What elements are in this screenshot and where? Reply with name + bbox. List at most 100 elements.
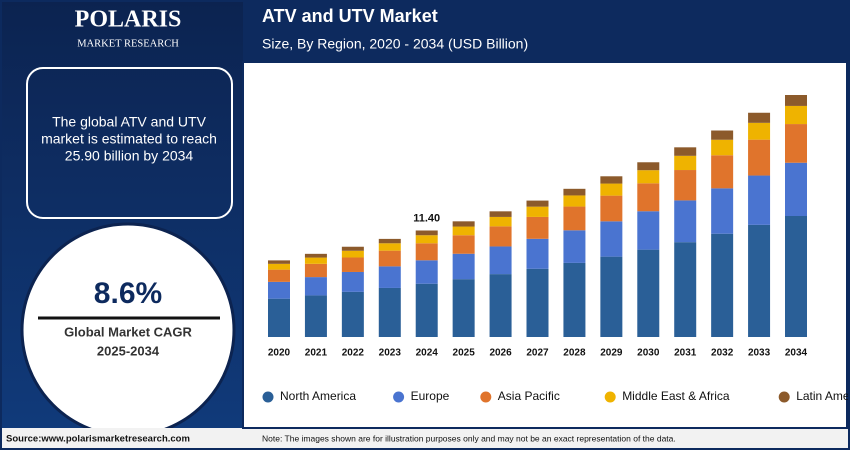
bar-segment	[489, 226, 512, 247]
x-tick-label: 2030	[637, 348, 660, 359]
bar-segment	[600, 221, 623, 257]
summary-line: market is estimated to reach	[41, 131, 217, 147]
bar-segment	[378, 287, 401, 337]
cagr-value: 8.6%	[94, 277, 162, 310]
cagr-label: Global Market CAGR	[64, 324, 192, 339]
bar-segment	[674, 200, 697, 243]
bar-segment	[600, 195, 623, 222]
legend-label: Middle East & Africa	[622, 389, 730, 403]
bar-segment	[526, 200, 549, 207]
chart-title: ATV and UTV Market	[262, 6, 438, 26]
bar-segment	[304, 277, 327, 296]
x-tick-label: 2020	[268, 348, 291, 359]
bar-segment	[785, 95, 807, 106]
x-tick-label: 2025	[453, 348, 476, 359]
bar-segment	[378, 243, 401, 251]
source: Source:www.polarismarketresearch.com	[6, 434, 190, 445]
chart-frame	[242, 61, 848, 429]
bar-segment	[748, 224, 771, 337]
bar-segment	[489, 216, 512, 227]
bar-segment	[415, 260, 438, 284]
x-tick-label: 2028	[563, 348, 586, 359]
bar-segment	[304, 263, 327, 278]
legend-label: North America	[280, 389, 356, 403]
bar-segment	[674, 242, 697, 337]
bar-segment	[341, 246, 364, 251]
bar-segment	[452, 235, 475, 254]
bar-segment	[785, 105, 807, 125]
legend-swatch	[778, 391, 790, 403]
bar-segment	[563, 230, 586, 263]
bar-segment	[415, 230, 438, 236]
bar-segment	[304, 257, 327, 264]
bar-segment	[785, 124, 807, 163]
bar-segment	[637, 249, 660, 337]
chart-subtitle: Size, By Region, 2020 - 2034 (USD Billio…	[262, 36, 528, 52]
bar-segment	[378, 238, 401, 244]
bar-segment	[489, 211, 512, 217]
bar-segment	[600, 176, 623, 184]
bar-segment	[637, 211, 660, 250]
cagr-circle	[20, 222, 236, 428]
bar-segment	[268, 269, 290, 282]
legend-swatch	[480, 391, 492, 403]
annotation: 11.40	[413, 212, 440, 224]
bar-segment	[304, 253, 327, 258]
bar-segment	[748, 122, 771, 140]
bar-segment	[341, 250, 364, 258]
bar-segment	[268, 263, 290, 270]
bar-segment	[637, 170, 660, 184]
note: Note: The images shown are for illustrat…	[262, 433, 676, 443]
bar-segment	[415, 235, 438, 244]
legend-swatch	[393, 391, 405, 403]
x-tick-label: 2026	[489, 348, 512, 359]
summary-line: 25.90 billion by 2034	[65, 148, 194, 164]
bar-segment	[526, 268, 549, 337]
x-tick-label: 2034	[785, 348, 808, 359]
cagr-period: 2025-2034	[97, 343, 160, 358]
bar-segment	[341, 257, 364, 272]
bar-segment	[785, 162, 807, 216]
bar-segment	[637, 183, 660, 212]
bar-segment	[378, 250, 401, 267]
bar-segment	[748, 175, 771, 225]
bar-segment	[452, 226, 475, 236]
bar-segment	[711, 155, 734, 189]
legend-label: Asia Pacific	[498, 389, 560, 403]
bar-segment	[600, 183, 623, 196]
bar-segment	[268, 260, 290, 264]
x-tick-label: 2031	[674, 348, 697, 359]
bar-segment	[748, 139, 771, 176]
legend-label: Europe	[411, 389, 450, 403]
legend-label: Latin America	[796, 389, 850, 403]
bar-segment	[563, 206, 586, 231]
bar-segment	[526, 238, 549, 269]
logo-tagline: MARKET RESEARCH	[77, 38, 179, 49]
bar-segment	[489, 246, 512, 275]
bar-segment	[637, 162, 660, 171]
bar-segment	[341, 291, 364, 337]
x-tick-label: 2023	[379, 348, 402, 359]
bar-segment	[785, 216, 807, 337]
footer-band	[0, 428, 850, 450]
header-band	[243, 0, 850, 62]
bar-segment	[415, 283, 438, 337]
bar-segment	[711, 130, 734, 140]
bar-segment	[600, 256, 623, 337]
bar-segment	[452, 253, 475, 280]
x-tick-label: 2021	[305, 348, 328, 359]
bar-segment	[674, 155, 697, 171]
bar-segment	[341, 271, 364, 292]
bar-segment	[711, 139, 734, 156]
bar-segment	[674, 170, 697, 201]
legend-swatch	[262, 391, 274, 403]
bar-segment	[378, 266, 401, 288]
summary-box	[26, 67, 233, 219]
bar-segment	[268, 281, 290, 299]
summary-line: The global ATV and UTV	[52, 114, 206, 130]
bar-segment	[711, 233, 734, 337]
bar-segment	[748, 112, 771, 123]
bar-segment	[563, 188, 586, 196]
bar-segment	[563, 195, 586, 207]
